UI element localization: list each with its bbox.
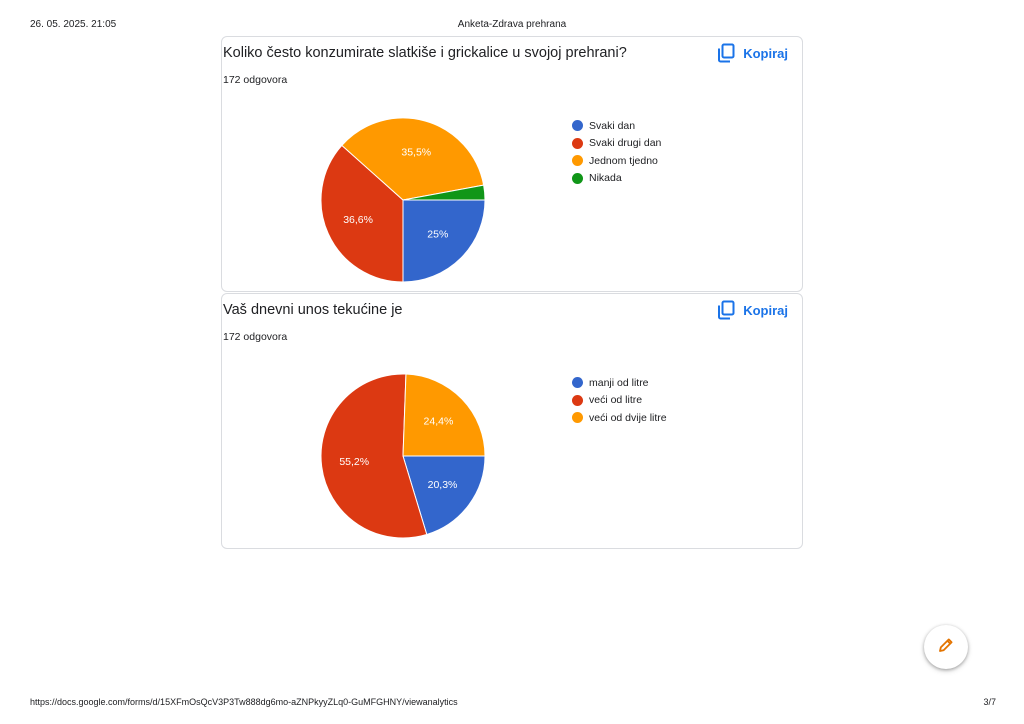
legend-swatch [572, 137, 583, 149]
legend-label: Nikada [589, 172, 622, 185]
legend-item-svaki-dan: Svaki dan [572, 117, 661, 135]
legend-label: Jednom tjedno [589, 154, 658, 167]
legend-item-svaki-drugi-dan: Svaki drugi dan [572, 135, 661, 153]
legend-item-nikada: Nikada [572, 170, 661, 188]
pie-slice-jednom-tjedno[interactable] [341, 117, 485, 201]
slice-label-jednom-tjedno: 35,5% [401, 146, 431, 158]
pie-slice-svaki-drugi-dan[interactable] [320, 144, 404, 283]
legend-swatch [572, 394, 583, 406]
document-title: Anketa-Zdrava prehrana [457, 19, 567, 30]
copy-button[interactable]: Kopiraj [717, 300, 788, 320]
pie-slice-svaki-dan[interactable] [402, 199, 486, 283]
legend-label: veći od litre [589, 394, 643, 407]
legend-swatch [572, 412, 583, 424]
slice-label-veci-od-dvije-litre: 24,4% [424, 416, 454, 428]
page-url: https://docs.google.com/forms/d/15XFmOsQ… [30, 697, 458, 707]
response-count: 172 odgovora [223, 74, 288, 86]
slice-label-manji-od-litre: 20,3% [428, 479, 458, 491]
slice-label-svaki-dan: 25% [427, 229, 448, 241]
pie-slice-nikada[interactable] [402, 184, 486, 201]
question-card-fluid: Vaš dnevni unos tekućine je 172 odgovora… [221, 293, 803, 549]
copy-icon [717, 43, 735, 63]
pie-slice-veci-od-dvije-litre[interactable] [402, 373, 486, 457]
response-count: 172 odgovora [223, 331, 288, 343]
chart-legend: manji od litre veći od litre veći od dvije… [572, 374, 667, 427]
pie-chart: 20,3% 55,2% 24,4% [320, 373, 486, 539]
legend-label: Svaki drugi dan [589, 137, 662, 150]
copy-button-label: Kopiraj [743, 302, 788, 318]
pencil-icon [937, 636, 955, 659]
edit-button[interactable] [924, 625, 968, 669]
legend-label: Svaki dan [589, 119, 636, 132]
copy-button-label: Kopiraj [743, 45, 788, 61]
copy-button[interactable]: Kopiraj [717, 43, 788, 63]
legend-item-veci-od-dvije-litre: veći od dvije litre [572, 409, 667, 427]
legend-swatch [572, 120, 583, 132]
slice-label-svaki-drugi-dan: 36,6% [343, 214, 373, 226]
pie-slice-manji-od-litre[interactable] [402, 455, 486, 536]
legend-item-manji-od-litre: manji od litre [572, 374, 667, 392]
pie-chart: 25% 36,6% 35,5% [320, 117, 486, 283]
chart-legend: Svaki dan Svaki drugi dan Jednom tjedno Nik… [572, 117, 661, 187]
pie-slice-veci-od-litre[interactable] [320, 373, 428, 539]
print-date: 26. 05. 2025. 21:05 [30, 19, 117, 30]
legend-swatch [572, 172, 583, 184]
legend-swatch [572, 155, 583, 167]
legend-item-jednom-tjedno: Jednom tjedno [572, 152, 661, 170]
legend-label: manji od litre [589, 376, 649, 389]
question-card-sweets: Koliko često konzumirate slatkiše i gric… [221, 36, 803, 292]
question-title: Vaš dnevni unos tekućine je [223, 302, 403, 318]
slice-label-veci-od-litre: 55,2% [339, 456, 369, 468]
page-number: 3/7 [983, 697, 996, 707]
legend-swatch [572, 377, 583, 389]
question-title: Koliko često konzumirate slatkiše i gric… [223, 45, 627, 61]
copy-icon [717, 300, 735, 320]
legend-item-veci-od-litre: veći od litre [572, 392, 667, 410]
legend-label: veći od dvije litre [589, 411, 667, 424]
